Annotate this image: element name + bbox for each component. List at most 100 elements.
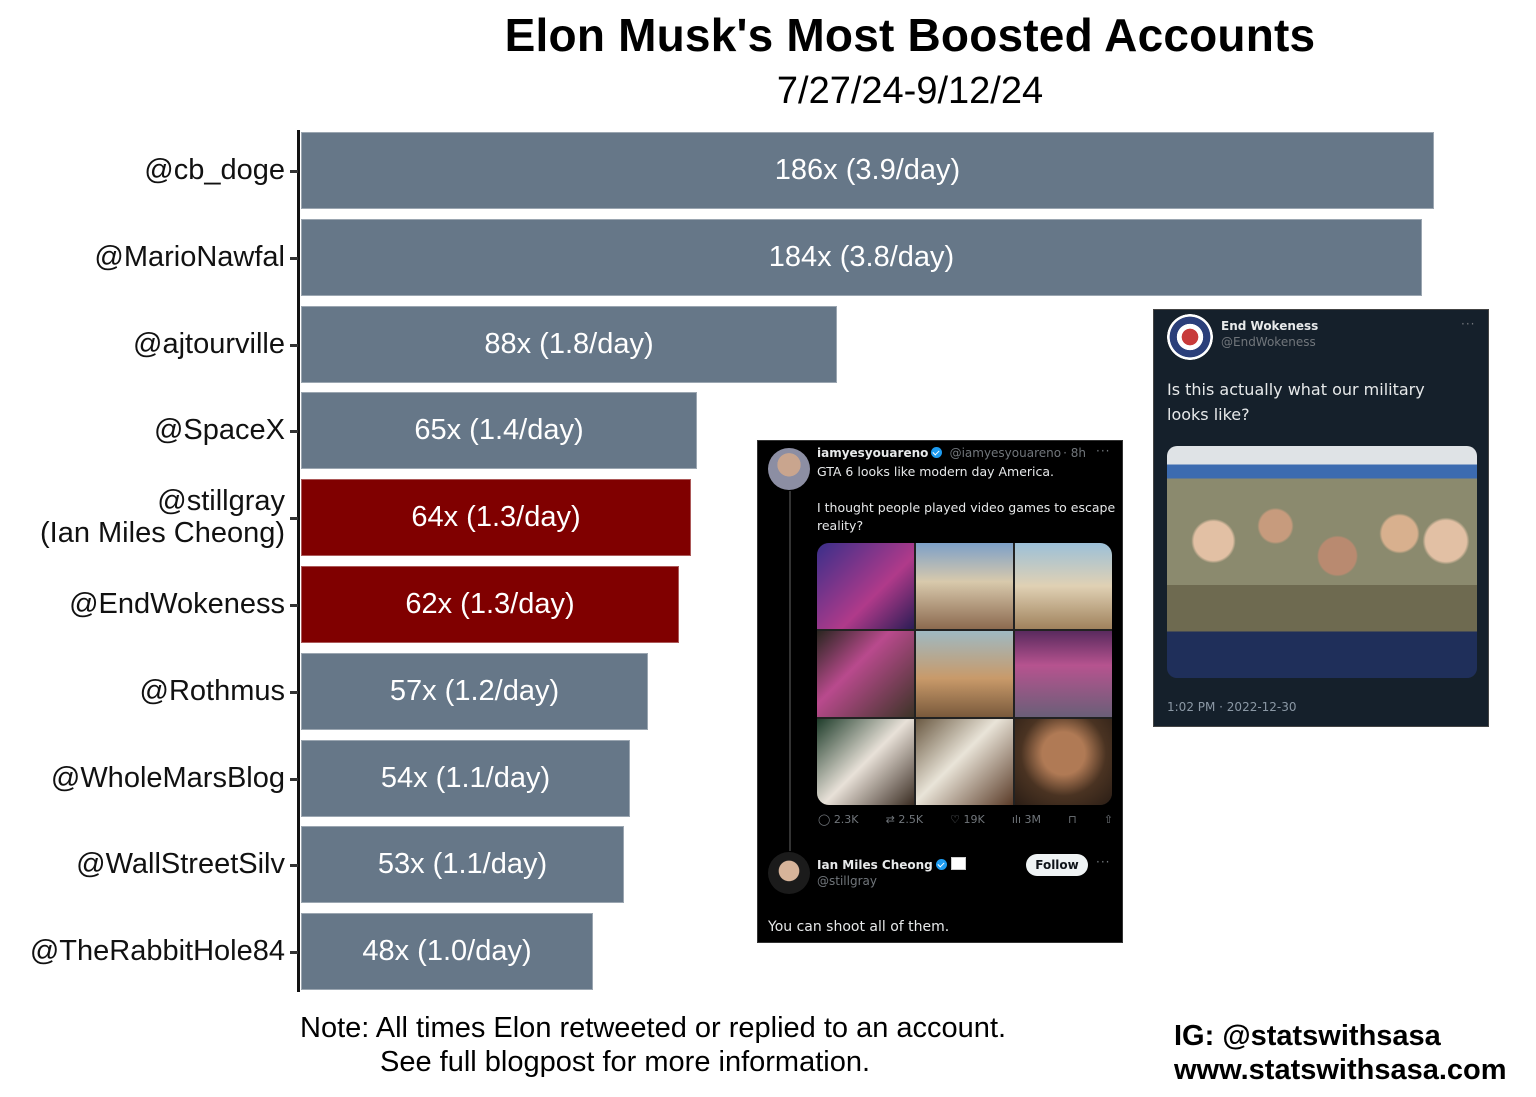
tweet-timestamp: 1:02 PM · 2022-12-30: [1167, 700, 1297, 714]
reply-author-handle: @stillgray: [817, 874, 877, 888]
media-thumb: [817, 719, 914, 805]
y-axis-label-line1: @TheRabbitHole84: [29, 935, 285, 968]
y-axis-label-line1: @EndWokeness: [69, 588, 285, 620]
bar-value-label: 53x (1.1/day): [377, 848, 548, 881]
bar: 62x (1.3/day): [301, 566, 679, 643]
y-axis-label: @Rothmus: [140, 675, 285, 707]
avatar-iamyesyouareno: [768, 448, 810, 490]
y-axis-label: @WallStreetSilv: [76, 848, 285, 880]
media-thumb: [1015, 719, 1112, 805]
bar: 54x (1.1/day): [301, 739, 630, 817]
tweet-photo[interactable]: [1167, 446, 1477, 678]
y-axis-label: @TheRabbitHole84: [30, 935, 285, 967]
y-axis-tick: [290, 951, 298, 955]
bar-value-label: 88x (1.8/day): [484, 327, 654, 360]
y-axis-label-line1: @cb_doge: [144, 154, 285, 186]
tweet-time: · 8h: [1063, 446, 1086, 460]
y-axis-tick: [290, 256, 298, 260]
chart-title: Elon Musk's Most Boosted Accounts: [504, 9, 1316, 61]
bar-row: @TheRabbitHole84 48x (1.0/day): [0, 913, 1536, 991]
media-thumb: [916, 719, 1013, 805]
bar-row: @stillgray (Ian Miles Cheong) 64x (1.3/day…: [0, 479, 1536, 557]
bar-row: @MarioNawfal 184x (3.8/day): [0, 218, 1536, 297]
thread-line: [789, 491, 791, 851]
bar-value-label: 64x (1.3/day): [411, 501, 581, 534]
retweet-icon: ⇄: [885, 813, 899, 826]
y-axis-label: @SpaceX: [154, 414, 285, 446]
bar-value-label: 65x (1.4/day): [414, 414, 584, 447]
bar: 184x (3.8/day): [301, 218, 1422, 296]
media-thumb: [916, 543, 1013, 629]
follow-button[interactable]: Follow: [1026, 854, 1088, 876]
y-axis-label-line1: @MarioNawfal: [94, 240, 285, 273]
y-axis-label: @MarioNawfal: [94, 241, 285, 273]
avatar-endwokeness: [1167, 314, 1213, 360]
y-axis-line: [297, 130, 300, 992]
note-line1: Note: All times Elon retweeted or replie…: [300, 1012, 1007, 1044]
affiliation-badge-icon: [950, 857, 966, 870]
y-axis-label: @EndWokeness: [69, 588, 285, 620]
tweet-text-line2: I thought people played video games to e…: [817, 500, 1116, 533]
bar: 48x (1.0/day): [301, 913, 593, 991]
credit: IG: @statswithsasa www.statswithsasa.com: [1174, 1019, 1507, 1087]
media-thumb: [1015, 543, 1112, 629]
y-axis-label-line1: @Rothmus: [139, 674, 285, 707]
bar-value-label: 186x (3.9/day): [774, 154, 961, 186]
views-chart-icon: ılı: [1011, 813, 1025, 826]
verified-badge-icon: [931, 447, 943, 458]
y-axis-tick: [290, 604, 298, 607]
bar-row: @EndWokeness 62x (1.3/day): [0, 566, 1536, 644]
y-axis-label-line1: @SpaceX: [153, 414, 285, 447]
retweet-action[interactable]: ⇄ 2.5K: [885, 813, 924, 826]
bar: 88x (1.8/day): [301, 305, 837, 383]
note-line2: See full blogpost for more information.: [380, 1046, 871, 1078]
y-axis-label-line2: (Ian Miles Cheong): [40, 517, 285, 550]
reply-action[interactable]: ◯ 2.3K: [818, 813, 859, 826]
media-thumb: [817, 543, 914, 629]
y-axis-tick: [290, 777, 298, 781]
avatar-stillgray: [768, 852, 810, 894]
reply-text: You can shoot all of them.: [768, 919, 950, 935]
y-axis-label: @ajtourville: [133, 328, 285, 360]
bar-row: @cb_doge 186x (3.9/day): [0, 132, 1536, 210]
tweet-author-name: End Wokeness: [1221, 319, 1319, 333]
y-axis-tick: [290, 170, 298, 173]
more-options-icon[interactable]: ···: [1096, 444, 1111, 458]
bar-value-label: 184x (3.8/day): [768, 240, 955, 273]
like-action[interactable]: ♡ 19K: [950, 813, 985, 826]
y-axis-tick: [290, 517, 298, 521]
y-axis-tick: [290, 430, 298, 434]
bar-value-label: 57x (1.2/day): [389, 674, 560, 707]
y-axis-label-line1: @WallStreetSilv: [76, 848, 285, 881]
reply-icon: ◯: [818, 813, 834, 826]
tweet-screenshot-endwokeness: End Wokeness @EndWokeness ··· Is this ac…: [1153, 309, 1489, 727]
bar: 64x (1.3/day): [301, 479, 691, 557]
y-axis-tick: [290, 343, 298, 347]
share-icon[interactable]: ⇧: [1103, 813, 1113, 826]
reply-author-name: Ian Miles Cheong: [817, 858, 933, 872]
bar-value-label: 48x (1.0/day): [362, 935, 532, 968]
y-axis-tick: [290, 864, 298, 868]
tweet-screenshot-gta: iamyesyouareno @iamyesyouareno · 8h ··· G…: [757, 440, 1123, 943]
more-options-icon[interactable]: ···: [1096, 855, 1111, 869]
photo-faces: [1167, 481, 1477, 631]
y-axis-tick: [290, 690, 298, 694]
more-options-icon[interactable]: ···: [1461, 317, 1476, 331]
views-action[interactable]: ılı 3M: [1011, 813, 1041, 826]
bar: 186x (3.9/day): [301, 132, 1434, 209]
y-axis-label-line1: @WholeMarsBlog: [50, 761, 285, 794]
tweet-text: Is this actually what our military looks…: [1167, 380, 1425, 424]
bar-row: @SpaceX 65x (1.4/day): [0, 392, 1536, 470]
bar-row: @WallStreetSilv 53x (1.1/day): [0, 826, 1536, 904]
media-thumb: [1015, 631, 1112, 717]
credit-instagram: IG: @statswithsasa: [1174, 1020, 1441, 1052]
y-axis-label: @stillgray (Ian Miles Cheong): [40, 485, 285, 549]
heart-icon: ♡: [950, 813, 964, 826]
y-axis-label-line1: @ajtourville: [133, 327, 285, 360]
media-thumb: [817, 631, 914, 717]
credit-website: www.statswithsasa.com: [1174, 1054, 1507, 1086]
bookmark-icon[interactable]: ⊓: [1068, 813, 1077, 826]
verified-badge-icon: [935, 859, 947, 870]
tweet-actions: ◯ 2.3K ⇄ 2.5K ♡ 19K ılı 3M ⊓ ⇧: [818, 813, 1113, 826]
tweet-media-collage[interactable]: [817, 543, 1112, 805]
